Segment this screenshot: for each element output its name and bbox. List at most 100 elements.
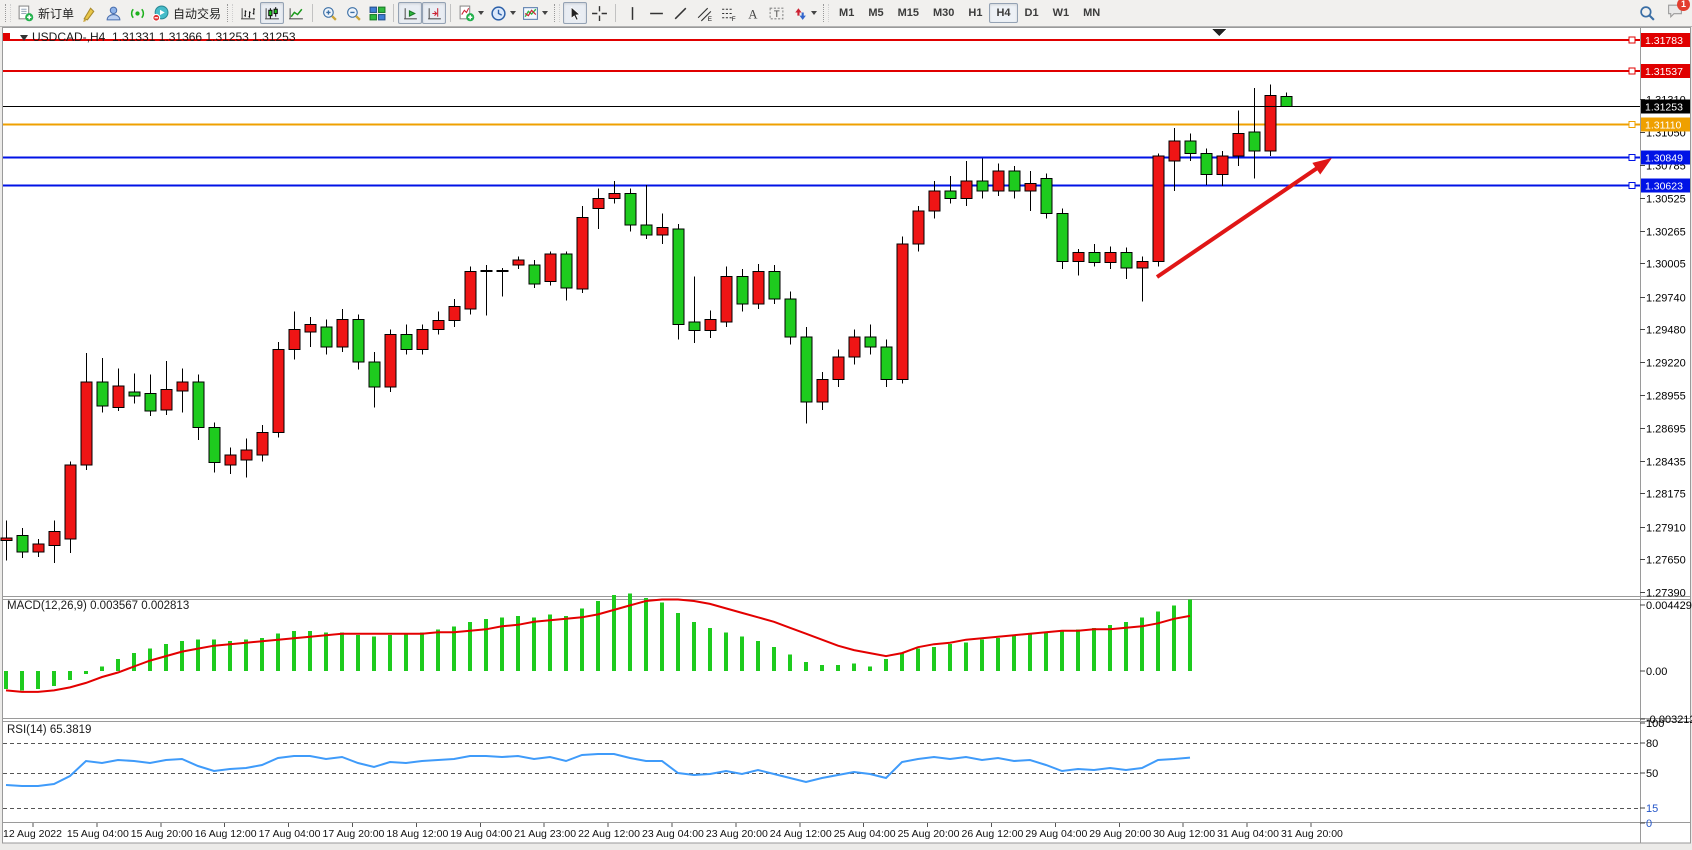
chart-canvas[interactable]: 1.313101.310501.307851.305251.302651.300…: [0, 27, 1692, 850]
rsi-tick-label: 15: [1646, 803, 1658, 815]
profile-button[interactable]: [101, 2, 125, 24]
candlestick-chart-button[interactable]: [260, 2, 285, 24]
hline-support[interactable]: 1.30623: [3, 178, 1690, 193]
hline-resistance[interactable]: 1.31537: [3, 63, 1690, 78]
trend-arrow[interactable]: [1155, 158, 1332, 279]
hline-support[interactable]: 1.30849: [3, 150, 1690, 165]
line-chart-icon: [288, 7, 303, 19]
channel-tool-button[interactable]: E: [692, 2, 716, 24]
vertical-line-tool-button[interactable]: [620, 2, 644, 24]
styler-icon: [82, 6, 94, 22]
indicators-button[interactable]: [455, 2, 487, 24]
macd-pane: 0.004429 0.00 -0.003212: [4, 593, 1692, 726]
hline-handle[interactable]: [1628, 67, 1636, 75]
trend-arrow-shaft[interactable]: [1155, 163, 1323, 279]
trend-arrow-head: [1312, 158, 1332, 175]
hline-selection-handle[interactable]: [3, 33, 10, 40]
candle-body: [512, 259, 525, 266]
hline-pivot[interactable]: 1.31110: [3, 117, 1690, 132]
new-order-icon: [18, 5, 34, 21]
text-tool-button[interactable]: A: [740, 2, 764, 24]
candle-body: [1232, 132, 1245, 157]
macd-histogram-bar: [804, 662, 808, 671]
timeframe-H4[interactable]: H4: [989, 3, 1018, 23]
price-tick-label: 1.30005: [1646, 259, 1686, 271]
cursor-button[interactable]: [563, 2, 588, 24]
macd-tick-label: -0.003212: [1646, 714, 1692, 726]
time-tick-label: 25 Aug 20:00: [898, 828, 960, 840]
timeframe-M5[interactable]: M5: [868, 7, 884, 19]
toolbar-grip[interactable]: [823, 4, 830, 22]
auto-scroll-button[interactable]: [398, 2, 423, 24]
chart-shift-button[interactable]: [422, 2, 447, 24]
svg-text:F: F: [731, 15, 735, 21]
horizontal-line-tool-button[interactable]: [644, 2, 668, 24]
time-axis: 12 Aug 2022 15 Aug 04:00 15 Aug 20:00 16 Au…: [3, 823, 1343, 840]
timeframe-D1[interactable]: D1: [1024, 7, 1039, 19]
styler-button[interactable]: [77, 2, 101, 24]
toolbar-grip[interactable]: [5, 4, 11, 22]
hline-handle[interactable]: [1628, 153, 1636, 161]
auto-trading-label: 自动交易: [173, 6, 222, 21]
candle-body: [272, 348, 285, 433]
chart-shift-icon: [427, 7, 441, 19]
periods-caret-icon: [510, 11, 517, 15]
timeframe-W1[interactable]: W1: [1052, 7, 1070, 19]
macd-histogram-bar: [724, 632, 728, 671]
time-tick-label: 22 Aug 12:00: [578, 828, 640, 840]
macd-histogram-bar: [580, 608, 584, 671]
timeframe-M1[interactable]: M1: [839, 7, 855, 19]
chart-shift-marker[interactable]: [1212, 29, 1226, 36]
candle-body: [1008, 170, 1021, 192]
timeframe-MN[interactable]: MN: [1083, 7, 1101, 19]
hline-handle[interactable]: [1628, 36, 1636, 44]
timeframe-H1[interactable]: H1: [968, 7, 983, 19]
macd-histogram-bar: [36, 671, 40, 689]
vertical-line-icon: [631, 6, 633, 20]
candle-body: [848, 336, 861, 358]
periods-button[interactable]: [487, 2, 519, 24]
search-icon[interactable]: [1639, 5, 1656, 22]
hline-handle[interactable]: [1628, 120, 1636, 128]
tile-windows-button[interactable]: [365, 2, 389, 24]
hline-resistance[interactable]: 1.31783: [3, 32, 1690, 47]
timeframe-M15[interactable]: M15: [897, 7, 919, 19]
label-tool-button[interactable]: T: [764, 2, 788, 24]
macd-histogram-bar: [244, 639, 248, 671]
trendline-tool-button[interactable]: [668, 2, 692, 24]
macd-histogram-bar: [612, 594, 616, 671]
toolbar-grip[interactable]: [554, 4, 561, 22]
bar-chart-button[interactable]: [236, 2, 260, 24]
macd-histogram-bar: [740, 636, 744, 671]
price-tick-label: 1.29740: [1646, 293, 1686, 305]
macd-histogram-bar: [196, 639, 200, 671]
indicators-caret-icon: [478, 11, 485, 15]
new-order-button[interactable]: 新订单: [14, 2, 77, 24]
hline-handle[interactable]: [1628, 182, 1636, 190]
arrows-tool-button[interactable]: [788, 2, 820, 24]
crosshair-button[interactable]: [587, 2, 611, 24]
candle-body: [624, 193, 637, 226]
candle-body: [1200, 152, 1213, 176]
macd-histogram-bar: [84, 671, 88, 674]
candle-body: [1136, 260, 1149, 269]
toolbar-grip[interactable]: [227, 4, 234, 22]
line-chart-button[interactable]: [284, 2, 308, 24]
timeframe-M30[interactable]: M30: [933, 7, 955, 19]
candle-body: [1184, 140, 1197, 154]
auto-trading-button[interactable]: 自动交易: [149, 2, 224, 24]
zoom-out-button[interactable]: [341, 2, 365, 24]
profile-icon: [106, 6, 120, 20]
zoom-in-button[interactable]: [317, 2, 341, 24]
notifications-button[interactable]: 1: [1666, 0, 1690, 24]
macd-histogram-bar: [1124, 621, 1128, 671]
signals-button[interactable]: [125, 2, 149, 24]
toolbar: 新订单 自动交易: [0, 0, 1692, 27]
macd-histogram-bar: [1108, 624, 1112, 671]
macd-histogram-bar: [708, 627, 712, 671]
fibonacci-tool-button[interactable]: F: [716, 2, 740, 24]
arrows-tool-icon: [795, 7, 806, 20]
price-tick-label: 1.30265: [1646, 227, 1686, 239]
templates-button[interactable]: [519, 2, 551, 24]
